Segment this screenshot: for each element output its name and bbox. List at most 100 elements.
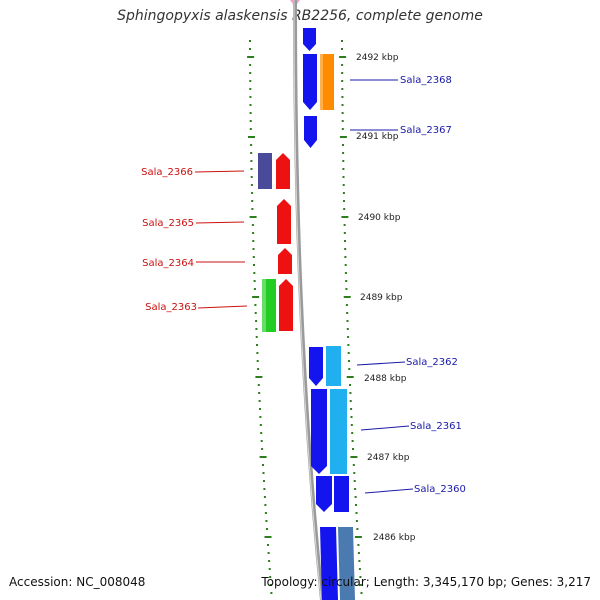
map-title: Sphingopyxis alaskensis RB2256, complete… (117, 8, 483, 24)
minor-tick (253, 264, 255, 266)
major-tick (248, 136, 255, 138)
gene-sala-2365[interactable] (277, 199, 291, 244)
minor-tick (264, 512, 267, 514)
major-tick (354, 536, 362, 538)
label-sala-2363[interactable]: Sala_2363 (145, 302, 197, 313)
genome-summary-text: Topology: circular; Length: 3,345,170 bp… (261, 575, 591, 589)
gene-sala-2368[interactable] (320, 54, 334, 110)
leader-sala-2365 (195, 221, 245, 224)
gene-sala-2360-partner[interactable] (334, 476, 349, 512)
label-sala-2365[interactable]: Sala_2365 (142, 218, 194, 229)
minor-tick (341, 128, 344, 130)
minor-tick (269, 576, 272, 578)
minor-tick (341, 48, 343, 50)
minor-tick (345, 304, 348, 306)
genome-backbone (293, 0, 324, 600)
minor-tick (251, 208, 254, 210)
gene-sala-2361[interactable] (311, 389, 327, 474)
minor-tick (260, 440, 263, 442)
gene-sala-2363[interactable] (279, 279, 293, 331)
gene-sala-2360[interactable] (316, 476, 332, 512)
minor-tick (356, 528, 359, 530)
gene-sala-2361-partner[interactable] (330, 389, 347, 474)
minor-tick (355, 520, 358, 522)
gene-sala-2364[interactable] (278, 248, 292, 274)
label-sala-2367[interactable]: Sala_2367 (400, 125, 452, 136)
minor-tick (249, 120, 252, 122)
gene-sala-2366[interactable] (276, 153, 290, 189)
minor-tick (254, 312, 257, 314)
label-sala-2361[interactable]: Sala_2361 (410, 421, 462, 432)
minor-tick (268, 560, 271, 562)
minor-tick (348, 360, 350, 362)
minor-tick (347, 344, 350, 346)
minor-tick (343, 208, 346, 210)
minor-tick (341, 72, 344, 74)
minor-tick (341, 64, 344, 66)
left-tick-column (247, 40, 273, 594)
gene-forward-2369[interactable] (303, 54, 317, 110)
minor-tick (344, 248, 347, 250)
minor-tick (254, 304, 257, 306)
minor-tick (251, 224, 254, 226)
major-tick (339, 136, 347, 138)
minor-tick (253, 288, 256, 290)
label-sala-2362[interactable]: Sala_2362 (406, 357, 458, 368)
gene-sala-2362[interactable] (309, 347, 323, 386)
minor-tick (259, 416, 262, 418)
ruler-label-2491: 2491 kbp (356, 132, 399, 142)
minor-tick (341, 80, 344, 82)
minor-tick (349, 400, 352, 402)
minor-tick (345, 288, 348, 290)
major-tick (255, 376, 263, 378)
minor-tick (256, 360, 259, 362)
minor-tick (355, 512, 358, 514)
minor-tick (252, 240, 255, 242)
major-tick (346, 376, 354, 378)
gene-forward-bottom[interactable] (320, 527, 338, 600)
major-tick (264, 536, 272, 538)
minor-tick (255, 336, 258, 338)
minor-tick (249, 48, 251, 50)
ruler-label-2486: 2486 kbp (373, 533, 416, 543)
minor-tick (351, 440, 354, 442)
minor-tick (348, 368, 351, 370)
minor-tick (350, 408, 353, 410)
minor-tick (249, 104, 252, 106)
gene-forward-bottom-partner[interactable] (338, 527, 355, 600)
minor-tick (263, 480, 265, 482)
minor-tick (249, 64, 252, 66)
minor-tick (257, 368, 260, 370)
gene-forward-top[interactable] (303, 28, 316, 51)
gene-sala-2362-partner[interactable] (326, 346, 341, 386)
minor-tick (249, 80, 252, 82)
gene-sala-2366-partner[interactable] (258, 153, 272, 189)
label-sala-2364[interactable]: Sala_2364 (142, 258, 194, 269)
major-tick (350, 456, 358, 458)
right-tick-column (339, 40, 363, 594)
label-sala-2360[interactable]: Sala_2360 (414, 484, 466, 495)
minor-tick (342, 176, 345, 178)
minor-tick (263, 488, 266, 490)
minor-tick (344, 240, 346, 242)
leader-sala-2366 (194, 170, 245, 173)
leader-sala-2362 (356, 361, 406, 366)
minor-tick (341, 88, 344, 90)
minor-tick (342, 152, 345, 154)
minor-tick (270, 592, 273, 594)
minor-tick (255, 328, 258, 330)
minor-tick (262, 464, 264, 466)
minor-tick (258, 400, 261, 402)
label-sala-2366[interactable]: Sala_2366 (141, 167, 193, 178)
minor-tick (342, 160, 345, 162)
leader-sala-2363 (197, 305, 248, 309)
minor-tick (344, 264, 347, 266)
label-sala-2368[interactable]: Sala_2368 (400, 75, 452, 86)
minor-tick (349, 384, 351, 386)
gene-sala-2367[interactable] (304, 116, 317, 148)
minor-tick (349, 392, 352, 394)
minor-tick (359, 576, 362, 578)
minor-tick (350, 424, 353, 426)
minor-tick (343, 224, 346, 226)
